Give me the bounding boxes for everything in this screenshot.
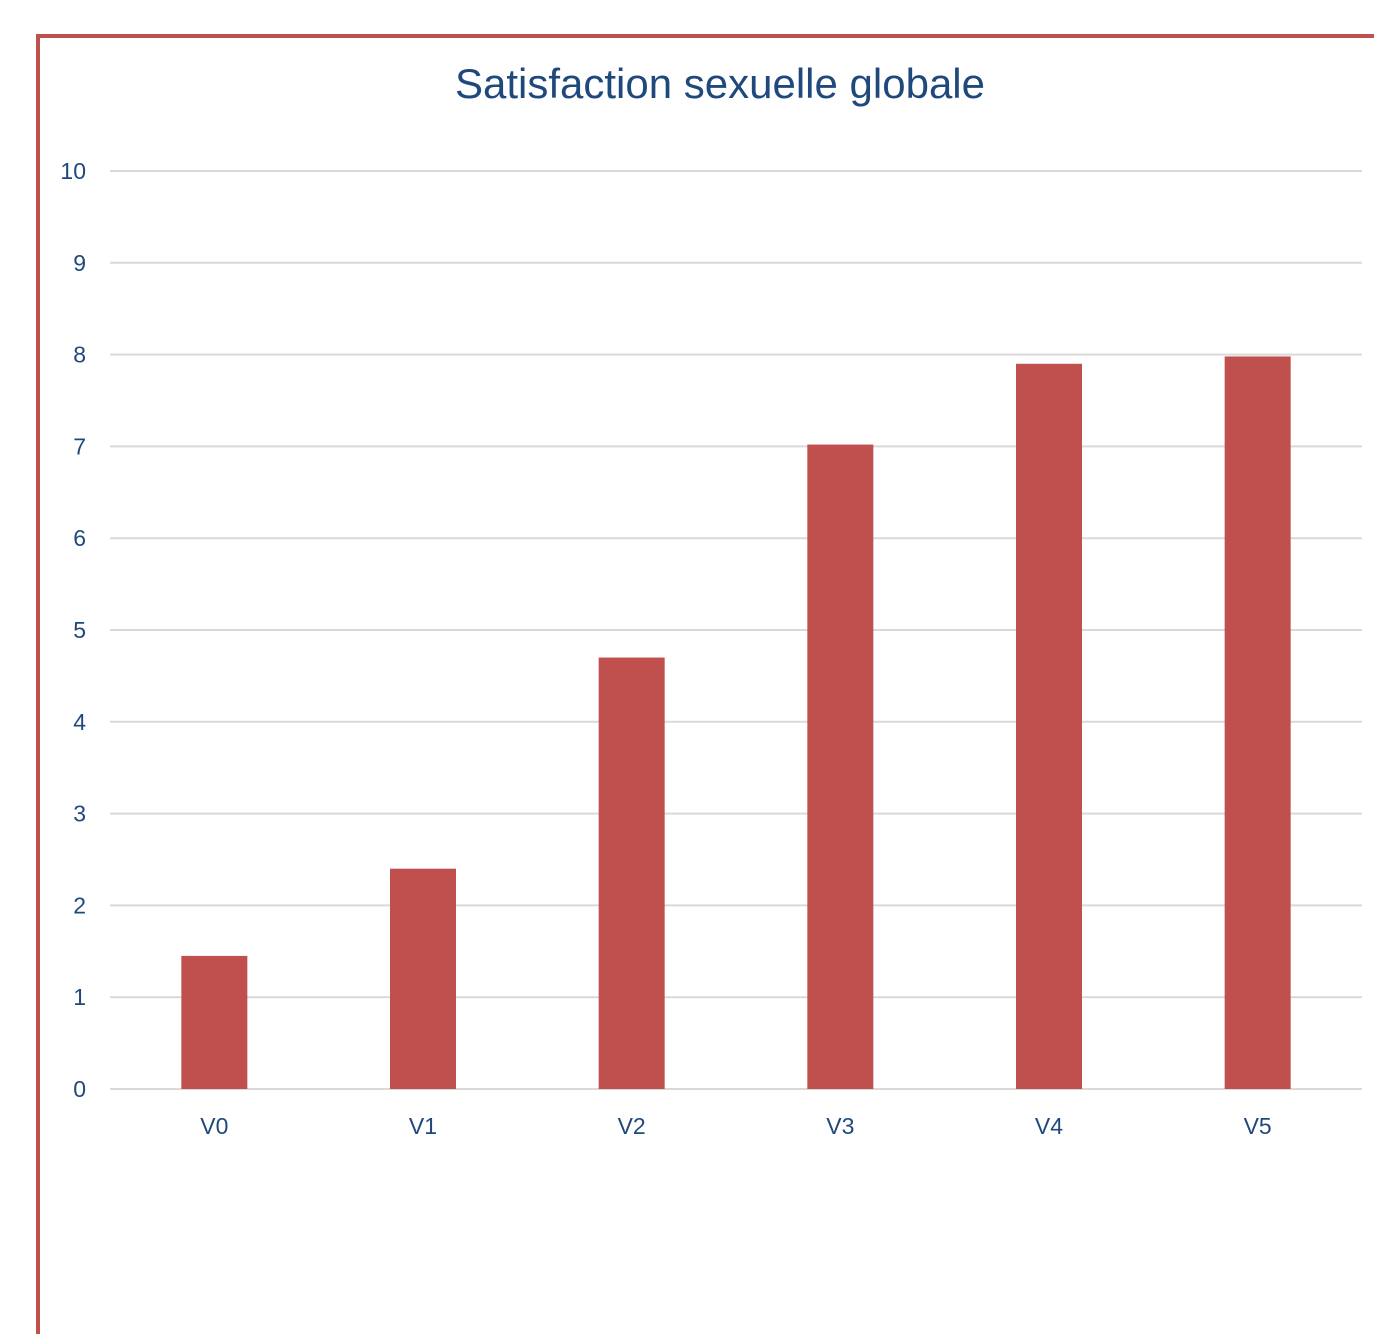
y-axis-ticks: 0 1 2 3 4 5 6 7 8 9 10 — [60, 158, 86, 1102]
bar-v2 — [598, 657, 665, 1089]
y-tick-label: 5 — [73, 617, 86, 643]
chart-frame — [36, 34, 1374, 1334]
bar-v0 — [181, 955, 248, 1089]
y-tick-label: 10 — [60, 158, 86, 184]
y-tick-label: 6 — [73, 525, 86, 551]
y-tick-label: 8 — [73, 342, 86, 368]
x-tick-label: V0 — [200, 1113, 228, 1139]
bar-v3 — [807, 444, 874, 1090]
y-tick-label: 2 — [73, 892, 86, 918]
bar-v4 — [1016, 363, 1082, 1089]
x-tick-label: V2 — [618, 1113, 646, 1139]
y-tick-label: 3 — [73, 801, 86, 827]
bar-chart: 0 1 2 3 4 5 6 7 8 9 10 V0 V1 V2 V3 V4 V5 — [60, 158, 1362, 1139]
x-tick-label: V3 — [826, 1113, 854, 1139]
gridlines — [110, 170, 1362, 1090]
y-tick-label: 4 — [73, 709, 86, 735]
bars — [181, 356, 1291, 1090]
bar-v5 — [1224, 356, 1291, 1089]
y-tick-label: 9 — [73, 250, 86, 276]
x-axis-ticks: V0 V1 V2 V3 V4 V5 — [200, 1113, 1271, 1139]
x-tick-label: V4 — [1035, 1113, 1063, 1139]
bar-v1 — [390, 868, 456, 1089]
y-tick-label: 7 — [73, 433, 86, 459]
x-tick-label: V1 — [409, 1113, 437, 1139]
y-tick-label: 1 — [73, 984, 86, 1010]
chart-title: Satisfaction sexuelle globale — [454, 60, 985, 107]
x-tick-label: V5 — [1244, 1113, 1272, 1139]
y-tick-label: 0 — [73, 1076, 86, 1102]
